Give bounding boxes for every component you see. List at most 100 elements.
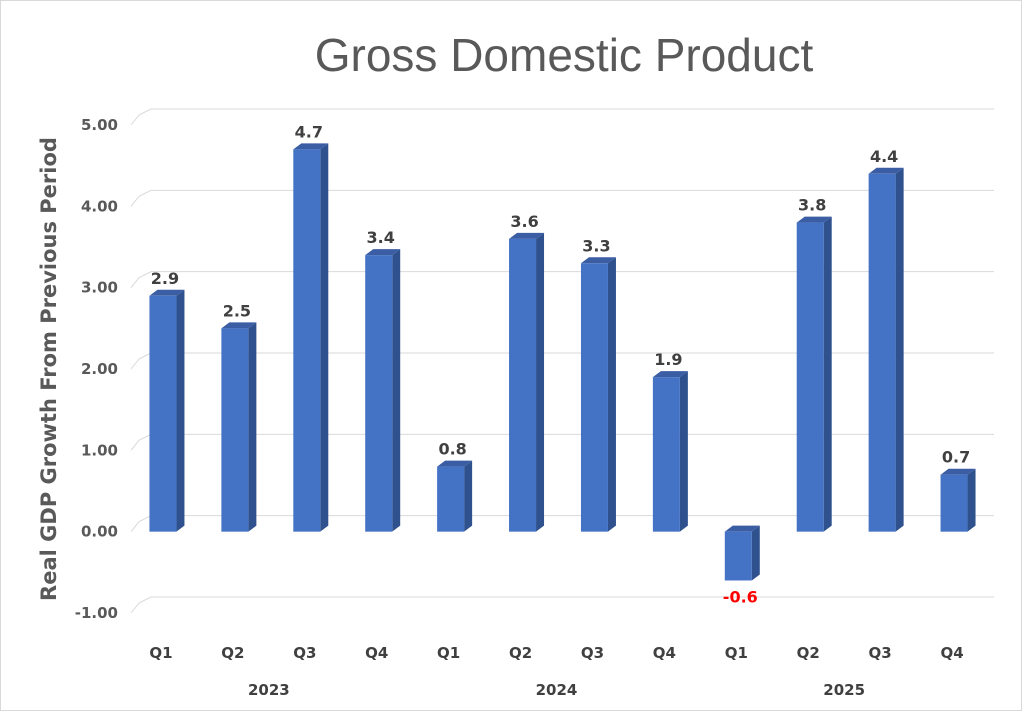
y-axis-label: Real GDP Growth From Previous Period (37, 137, 61, 601)
bar-side (823, 216, 832, 532)
x-tick-label: Q2 (221, 644, 244, 662)
bar (940, 468, 976, 532)
gridline-cap (130, 196, 140, 207)
bar-top (149, 289, 185, 296)
data-labels: 2.9 2.5 4.7 3.4 0.8 3.6 3.3 1.9 -0.6 3.8 4.4 0.7 (151, 122, 970, 606)
gridline-cap (138, 189, 152, 197)
bar-top (940, 468, 976, 475)
bar-front (580, 263, 608, 532)
x-group-label: 2023 (248, 681, 290, 699)
gridline-cap (130, 440, 140, 451)
bar (509, 232, 545, 532)
data-label: 0.8 (438, 440, 466, 459)
x-tick-label: Q4 (365, 644, 388, 662)
bar (868, 167, 904, 532)
bar-front (868, 173, 896, 532)
data-label: 2.9 (151, 269, 179, 288)
bar (293, 143, 329, 532)
bar (796, 216, 832, 532)
data-label: 4.7 (295, 122, 323, 141)
data-label: 4.4 (870, 147, 898, 166)
gridline-cap (138, 352, 152, 360)
y-tick-label: 4.00 (81, 197, 118, 215)
bar-top (652, 371, 688, 378)
x-group-label: 2024 (536, 681, 578, 699)
bar-top (724, 525, 760, 532)
bar-top (509, 232, 545, 239)
bar (580, 257, 616, 532)
bar-side (607, 257, 616, 532)
data-label: 3.3 (582, 236, 610, 255)
gridline-cap (138, 433, 152, 441)
bar (221, 322, 257, 532)
x-axis-group-labels: 2023 2024 2025 (248, 681, 865, 699)
x-tick-label: Q2 (797, 644, 820, 662)
bar (724, 525, 760, 581)
x-tick-label: Q2 (509, 644, 532, 662)
bar-side (679, 371, 688, 532)
data-label: 0.7 (942, 448, 970, 467)
bar (365, 249, 401, 532)
bar-front (365, 255, 393, 532)
data-label: 3.8 (798, 196, 826, 215)
gridline-cap (138, 515, 152, 523)
bar-side (967, 468, 976, 532)
x-tick-label: Q3 (869, 644, 892, 662)
gridlines (130, 108, 994, 614)
gridline-cap (138, 596, 152, 604)
y-tick-label: 3.00 (81, 279, 118, 297)
bar-top (365, 249, 401, 256)
data-label: 3.6 (510, 212, 538, 231)
x-axis-ticks: Q1 Q2 Q3 Q4 Q1 Q2 Q3 Q4 Q1 Q2 Q3 Q4 (149, 644, 963, 662)
data-label: 3.4 (367, 228, 395, 247)
x-tick-label: Q1 (437, 644, 460, 662)
bar-front (437, 466, 465, 532)
bar-top (221, 322, 257, 329)
bar-front (149, 295, 177, 532)
y-tick-label: 5.00 (81, 116, 118, 134)
y-axis-ticks: -1.00 0.00 1.00 2.00 3.00 4.00 5.00 (75, 116, 118, 622)
bar-side (248, 322, 257, 532)
x-tick-label: Q3 (581, 644, 604, 662)
y-tick-label: 0.00 (81, 523, 118, 541)
bar-front (940, 474, 968, 532)
data-label: 2.5 (223, 301, 251, 320)
bar-top (796, 216, 832, 223)
gridline-cap (130, 602, 140, 614)
bar-side (536, 232, 545, 532)
bar-front (724, 531, 752, 581)
bar (652, 371, 688, 532)
x-tick-label: Q4 (653, 644, 676, 662)
x-group-label: 2025 (823, 681, 865, 699)
bar-front (509, 238, 537, 532)
bar-side (751, 525, 760, 581)
x-tick-label: Q4 (940, 644, 963, 662)
y-tick-label: 1.00 (81, 441, 118, 459)
x-tick-label: Q1 (725, 644, 748, 662)
data-label: 1.9 (654, 350, 682, 369)
bar-side (176, 289, 185, 532)
bar-top (437, 460, 473, 467)
bars (149, 143, 976, 581)
gridline-cap (130, 277, 140, 288)
bar-side (392, 249, 401, 532)
bar-front (652, 377, 680, 532)
bar-top (293, 143, 329, 150)
y-tick-label: -1.00 (75, 604, 118, 622)
bar (149, 289, 185, 532)
bar-top (580, 257, 616, 264)
bar-front (293, 149, 321, 532)
bar-front (796, 222, 824, 532)
x-tick-label: Q3 (293, 644, 316, 662)
bar-front (221, 328, 249, 532)
gridline-cap (130, 114, 140, 126)
bar (437, 460, 473, 532)
gridline-cap (138, 108, 152, 116)
gridline-cap (130, 521, 140, 532)
bar-side (895, 167, 904, 532)
bar-side (320, 143, 329, 532)
data-label: -0.6 (723, 587, 758, 606)
y-tick-label: 2.00 (81, 360, 118, 378)
